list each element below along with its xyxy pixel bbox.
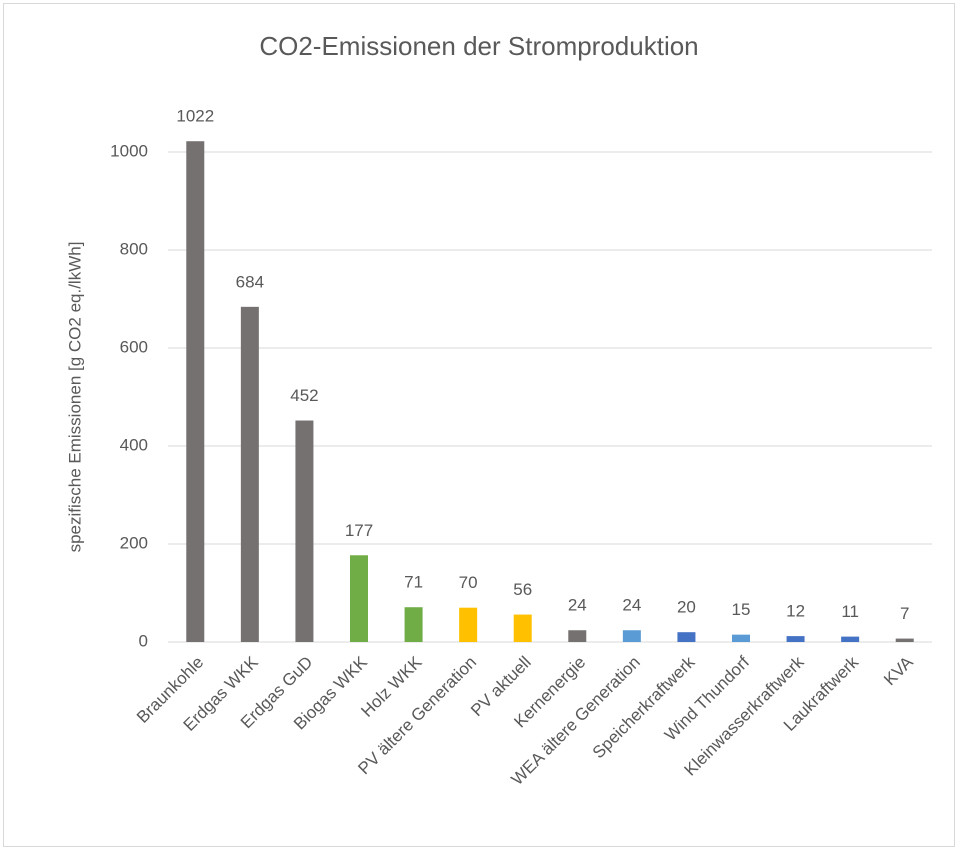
data-label: 12 bbox=[786, 602, 805, 621]
bar bbox=[732, 634, 750, 642]
y-tick-label: 800 bbox=[120, 239, 148, 258]
bar bbox=[622, 630, 641, 642]
data-label: 71 bbox=[404, 573, 423, 592]
y-tick-label: 600 bbox=[120, 337, 148, 356]
bar bbox=[513, 614, 532, 642]
y-tick-label: 1000 bbox=[110, 141, 148, 160]
data-label: 1022 bbox=[176, 107, 214, 126]
bar bbox=[186, 141, 205, 642]
bar bbox=[240, 306, 259, 642]
bar bbox=[895, 638, 914, 642]
bar bbox=[404, 607, 423, 642]
data-label: 177 bbox=[345, 521, 373, 540]
chart-border bbox=[3, 3, 955, 847]
data-label: 20 bbox=[677, 598, 696, 617]
bar bbox=[786, 636, 805, 642]
data-label: 56 bbox=[513, 580, 532, 599]
y-tick-label: 0 bbox=[139, 631, 148, 650]
bar bbox=[841, 636, 860, 642]
y-tick-label: 400 bbox=[120, 435, 148, 454]
data-label: 452 bbox=[290, 386, 318, 405]
data-label: 24 bbox=[622, 596, 641, 615]
bar bbox=[459, 607, 478, 642]
bar bbox=[568, 630, 587, 642]
data-label: 684 bbox=[236, 272, 264, 291]
bar bbox=[677, 632, 696, 642]
data-label: 15 bbox=[732, 600, 751, 619]
bar bbox=[350, 555, 368, 642]
data-label: 7 bbox=[900, 604, 909, 623]
y-axis-title: spezifische Emissionen [g CO2 eq./lkWh] bbox=[65, 242, 84, 553]
data-label: 24 bbox=[568, 596, 587, 615]
data-label: 11 bbox=[841, 602, 859, 621]
data-label: 70 bbox=[459, 573, 478, 592]
y-tick-label: 200 bbox=[120, 533, 148, 552]
chart-title: CO2-Emissionen der Stromproduktion bbox=[259, 31, 698, 61]
bar bbox=[295, 420, 314, 642]
